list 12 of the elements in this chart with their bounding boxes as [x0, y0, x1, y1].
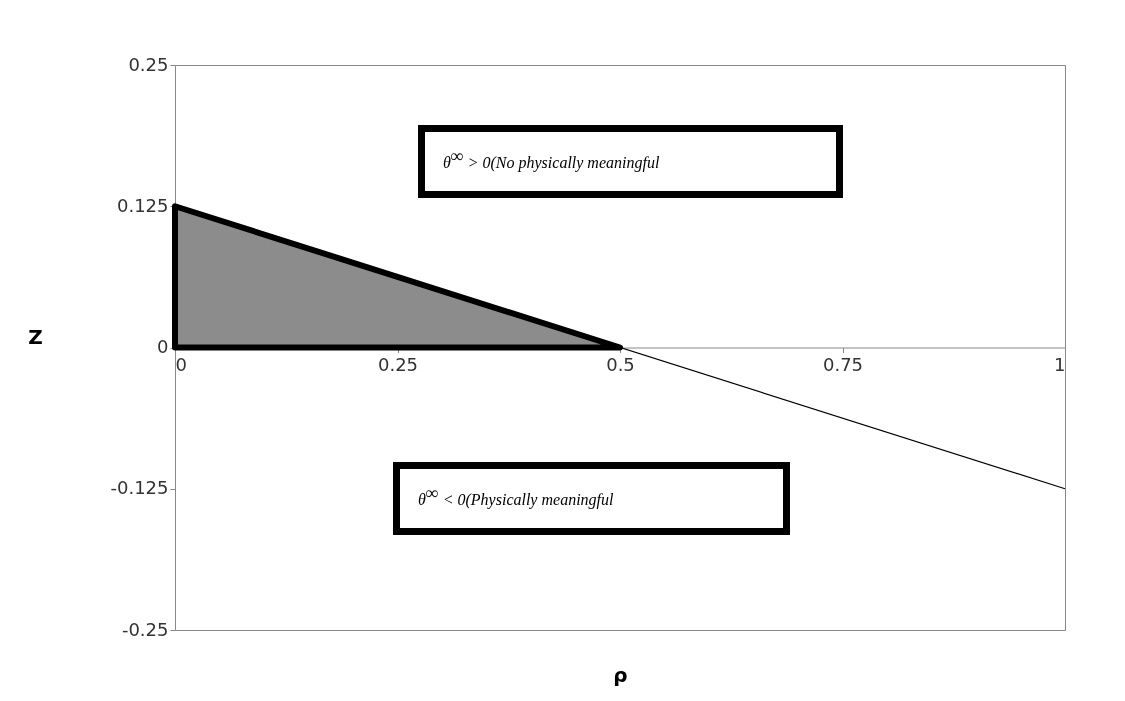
x-tick-label: 0 — [175, 354, 187, 375]
x-tick-label: 0.75 — [822, 354, 864, 375]
x-tick-label: 1 — [1054, 354, 1066, 375]
y-tick-label: 0.125 — [116, 194, 169, 216]
x-tick-label: 0.5 — [606, 354, 635, 375]
y-tick-label: -0.125 — [110, 477, 169, 499]
x-axis-title: ρ — [613, 662, 628, 687]
y-axis-title: Z — [28, 325, 43, 349]
y-tick-label: 0.25 — [128, 53, 169, 75]
y-tick-label: -0.25 — [121, 618, 169, 640]
y-tick-label: 0 — [157, 336, 169, 357]
x-tick-label: 0.25 — [377, 354, 419, 375]
